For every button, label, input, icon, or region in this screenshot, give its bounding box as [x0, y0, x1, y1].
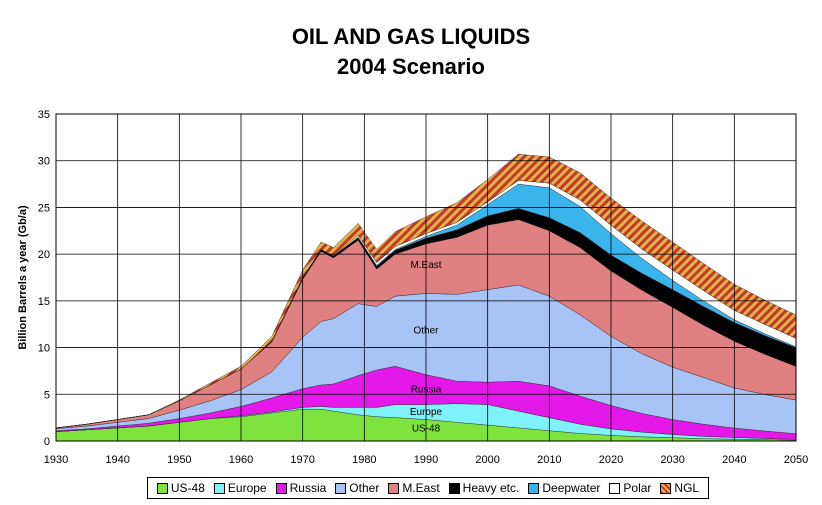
x-tick-label: 2050: [784, 454, 808, 466]
y-tick-label: 15: [38, 296, 50, 308]
legend-label: Heavy etc.: [462, 481, 520, 495]
x-tick-label: 2020: [599, 454, 623, 466]
x-tick-label: 1960: [229, 454, 253, 466]
legend-label: M.East: [402, 481, 440, 495]
legend-item: Heavy etc.: [448, 481, 520, 495]
y-tick-label: 35: [38, 109, 50, 121]
legend-label: Other: [349, 481, 380, 495]
y-tick-label: 20: [38, 249, 50, 261]
y-tick-label: 0: [44, 436, 50, 448]
x-tick-label: 2000: [475, 454, 499, 466]
area-annotation: US-48: [412, 424, 441, 435]
chart-subtitle: 2004 Scenario: [337, 54, 485, 79]
x-tick-label: 2010: [537, 454, 561, 466]
area-annotation: Europe: [410, 407, 443, 418]
legend-item: Other: [335, 481, 379, 495]
legend-item: US-48: [156, 481, 205, 495]
x-tick-label: 1980: [352, 454, 376, 466]
x-tick-label: 1990: [414, 454, 438, 466]
chart-legend: US-48 Europe Russia Other M.East Heavy etc. De…: [147, 477, 709, 499]
y-tick-label: 25: [38, 202, 50, 214]
plot-border: [55, 113, 797, 442]
legend-swatch: [156, 482, 168, 494]
area-annotation: Other: [413, 326, 439, 337]
legend-swatch: [335, 482, 347, 494]
legend-swatch: [660, 482, 672, 494]
area-annotation: Russia: [411, 384, 442, 395]
y-tick-label: 10: [38, 343, 50, 355]
y-axis-label: Billion Barrels a year (Gb/a): [17, 205, 29, 350]
legend-label: Europe: [227, 481, 267, 495]
legend-item: NGL: [660, 481, 699, 495]
legend-label: NGL: [674, 481, 700, 495]
area-annotation: M.East: [410, 260, 441, 271]
legend-label: Russia: [289, 481, 327, 495]
y-tick-label: 30: [38, 156, 50, 168]
legend-swatch: [448, 482, 460, 494]
legend-label: Polar: [623, 481, 652, 495]
legend-swatch: [388, 482, 400, 494]
x-tick-label: 1970: [290, 454, 314, 466]
legend-item: M.East: [388, 481, 440, 495]
chart-title: OIL AND GAS LIQUIDS: [291, 24, 531, 49]
x-tick-label: 2040: [722, 454, 746, 466]
chart-canvas: 0 5 10 15 20 25 30 35 1930 1940 1950 1960 1970 1980 19…: [17, 109, 808, 466]
y-tick-label: 5: [44, 389, 50, 401]
legend-swatch: [528, 482, 540, 494]
legend-swatch: [609, 482, 621, 494]
x-tick-label: 2030: [660, 454, 684, 466]
legend-item: Polar: [609, 481, 651, 495]
legend-item: Russia: [275, 481, 327, 495]
x-tick-label: 1940: [105, 454, 129, 466]
legend-swatch: [213, 482, 225, 494]
x-tick-label: 1930: [44, 454, 68, 466]
legend-label: US-48: [170, 481, 205, 495]
x-tick-label: 1950: [167, 454, 191, 466]
legend-swatch: [275, 482, 287, 494]
legend-item: Deepwater: [528, 481, 600, 495]
legend-item: Europe: [213, 481, 267, 495]
legend-label: Deepwater: [542, 481, 601, 495]
